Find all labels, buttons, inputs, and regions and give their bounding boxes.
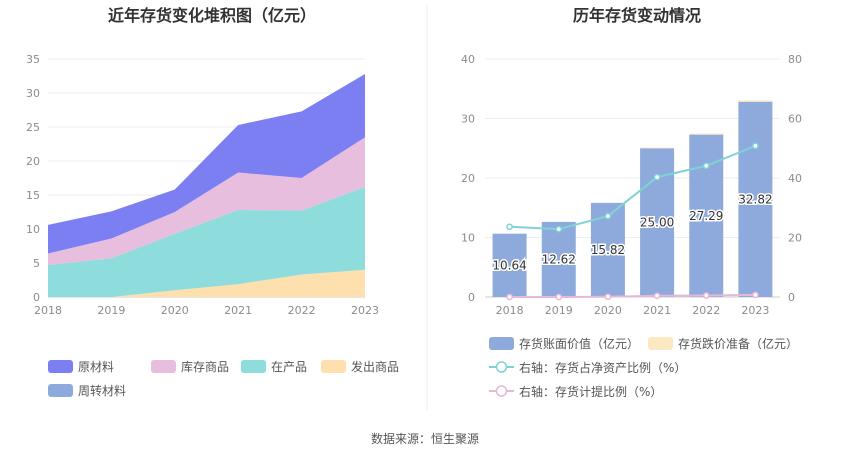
legend-swatch	[241, 360, 266, 373]
right-grid	[485, 58, 780, 298]
legend-swatch	[48, 360, 73, 373]
left-x-tick-label: 2023	[351, 304, 379, 317]
right-lines	[506, 142, 759, 301]
right-y-tick-label: 10	[461, 232, 475, 245]
right-x-tick-label: 2023	[741, 304, 769, 317]
line-point	[506, 293, 513, 301]
bar-value-label: 25.00	[640, 216, 674, 230]
bar-impairment	[640, 147, 675, 149]
line-point	[653, 173, 661, 181]
right-y2-tick-label: 40	[788, 172, 802, 185]
bar-inventory-value	[492, 233, 527, 297]
bar-inventory-value	[738, 101, 773, 297]
bar-impairment	[689, 133, 724, 135]
right-y2-tick-label: 0	[788, 291, 795, 304]
left-x-tick-label: 2021	[224, 304, 252, 317]
right-x-tick-label: 2021	[643, 304, 671, 317]
left-y-tick-label: 25	[26, 121, 40, 134]
line-point	[506, 223, 513, 231]
legend-line-marker	[495, 361, 508, 373]
right-x-tick-label: 2022	[692, 304, 720, 317]
legend-label: 周转材料	[78, 383, 126, 398]
right-x-tick-label: 2019	[545, 304, 573, 317]
left-x-axis: 2018 2019 2020 2021 2022 2023	[34, 304, 379, 317]
right-y2-tick-label: 20	[788, 232, 802, 245]
legend-line-marker	[495, 385, 508, 397]
area-发出商品	[48, 269, 365, 297]
right-y2-tick-label: 80	[788, 53, 802, 66]
left-y-tick-label: 30	[26, 87, 40, 100]
right-right-y-axis: 0 20 40 60 80	[788, 53, 802, 304]
legend-swatch	[489, 337, 514, 350]
bar-inventory-value	[640, 148, 675, 297]
line-point	[752, 142, 759, 150]
legend-label: 右轴：存货计提比例（%）	[519, 384, 662, 399]
line-point	[702, 162, 710, 170]
left-y-tick-label: 0	[33, 291, 40, 304]
line-point	[604, 293, 612, 301]
right-y-tick-label: 20	[461, 172, 475, 185]
legend-swatch	[648, 337, 673, 350]
right-bars: 10.64 12.62 15.82 25.00 27.29 32.82	[491, 100, 774, 297]
right-y2-tick-label: 60	[788, 113, 802, 126]
area-在产品	[48, 186, 365, 297]
line-point	[555, 293, 563, 301]
right-x-tick-label: 2020	[594, 304, 622, 317]
line-point	[752, 291, 759, 299]
left-y-tick-label: 15	[26, 189, 40, 202]
legend-swatch	[321, 360, 346, 373]
right-x-axis: 2018 2019 2020 2021 2022 2023	[496, 304, 770, 317]
right-x-tick-label: 2018	[496, 304, 524, 317]
bar-value-label: 12.62	[542, 252, 576, 266]
legend-swatch	[151, 360, 176, 373]
legend-swatch	[48, 384, 73, 397]
left-chart-title: 近年存货变化堆积图（亿元）	[108, 6, 316, 25]
legend-label: 存货跌价准备（亿元）	[678, 336, 798, 351]
left-x-tick-label: 2022	[288, 304, 316, 317]
bar-value-label: 27.29	[689, 209, 723, 223]
right-y-tick-label: 40	[461, 53, 475, 66]
legend-label: 存货账面价值（亿元）	[519, 336, 639, 351]
legend-label: 库存商品	[181, 359, 229, 374]
right-left-y-axis: 0 10 20 30 40	[461, 53, 475, 304]
line-series	[509, 144, 756, 231]
area-原材料	[48, 73, 365, 254]
legend-label: 右轴：存货占净资产比例（%）	[519, 360, 686, 375]
bar-value-label: 32.82	[738, 192, 772, 206]
source-note: 数据来源：恒生聚源	[371, 431, 479, 446]
line-point	[702, 292, 710, 299]
right-chart-title: 历年存货变动情况	[573, 6, 701, 25]
legend-label: 原材料	[78, 360, 114, 374]
bar-inventory-value	[541, 221, 576, 297]
line-series	[509, 293, 756, 298]
legend-label: 在产品	[271, 360, 307, 374]
bar-value-label: 15.82	[591, 243, 625, 257]
left-y-tick-label: 5	[33, 257, 40, 270]
legend-label: 发出商品	[351, 359, 399, 374]
bar-impairment	[738, 100, 773, 102]
stacked-area-chart: 近年存货变化堆积图（亿元） 0 5 10 15 20 25 30 35 2018 2019 202…	[26, 6, 399, 398]
left-x-tick-label: 2018	[34, 304, 62, 317]
right-y-tick-label: 30	[461, 113, 475, 126]
area-库存商品	[48, 137, 365, 266]
bar-value-label: 10.64	[492, 258, 526, 272]
left-x-tick-label: 2020	[161, 304, 189, 317]
line-point	[604, 212, 612, 220]
left-y-tick-label: 35	[26, 53, 40, 66]
right-y-tick-label: 0	[468, 291, 475, 304]
left-y-axis: 0 5 10 15 20 25 30 35	[26, 53, 40, 304]
line-point	[653, 292, 661, 300]
line-point	[555, 225, 563, 233]
left-y-tick-label: 10	[26, 223, 40, 236]
left-areas	[48, 73, 365, 297]
right-legend: 存货账面价值（亿元） 存货跌价准备（亿元） 右轴：存货占净资产比例（%） 右轴：存货计…	[489, 336, 798, 399]
left-y-tick-label: 20	[26, 155, 40, 168]
left-x-tick-label: 2019	[97, 304, 125, 317]
